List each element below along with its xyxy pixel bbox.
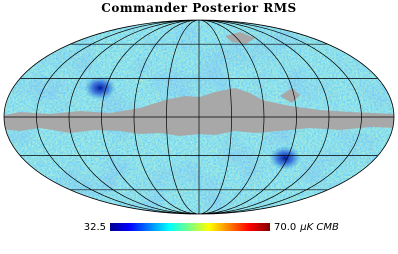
map-outline bbox=[3, 19, 395, 215]
colorbar-min: 32.5 bbox=[84, 222, 106, 233]
colorbar-unit: μK CMB bbox=[299, 222, 339, 233]
sky-map bbox=[4, 20, 394, 214]
graticule bbox=[4, 20, 394, 214]
colorbar-max: 70.0 bbox=[274, 222, 296, 233]
colorbar bbox=[110, 223, 270, 231]
map-title: Commander Posterior RMS bbox=[101, 1, 296, 15]
